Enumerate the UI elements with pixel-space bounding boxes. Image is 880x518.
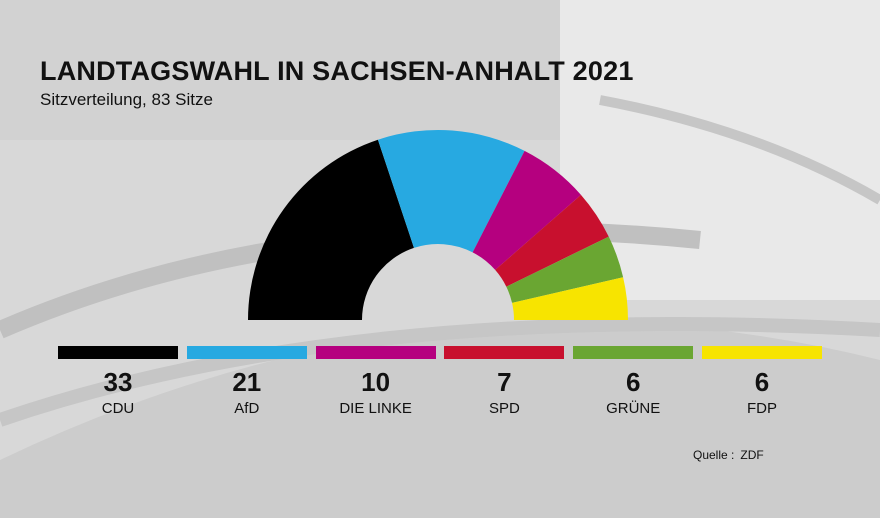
legend-label-grüne: GRÜNE xyxy=(606,400,661,417)
legend-item-cdu: 33 CDU xyxy=(58,346,178,418)
legend-item-spd: 7 SPD xyxy=(444,346,565,418)
slice-spd xyxy=(495,194,609,287)
chart-title: LANDTAGSWAHL IN SACHSEN-ANHALT 2021 xyxy=(40,56,634,86)
legend-item-fdp: 6 FDP xyxy=(702,346,822,418)
slice-grüne xyxy=(506,236,624,303)
legend-label-fdp: FDP xyxy=(747,400,777,417)
legend-seats-afd: 21 xyxy=(232,367,262,397)
source-label: Quelle : xyxy=(693,448,735,462)
legend-seats-cdu: 33 xyxy=(103,367,133,397)
slice-die-linke xyxy=(472,150,581,270)
legend-label-cdu: CDU xyxy=(101,400,135,417)
legend-swatch-afd xyxy=(186,346,307,359)
legend-swatch-grüne xyxy=(573,346,694,359)
legend-seats-spd: 7 xyxy=(497,367,512,397)
source-value: ZDF xyxy=(740,448,764,462)
legend-swatch-spd xyxy=(444,346,565,359)
legend-label-spd: SPD xyxy=(488,400,520,417)
legend-label-afd: AfD xyxy=(234,400,260,417)
legend-item-grüne: 6 GRÜNE xyxy=(573,346,694,418)
legend-item-die-linke: 10 DIE LINKE xyxy=(315,346,436,418)
legend-swatch-fdp xyxy=(702,346,822,359)
legend-seats-fdp: 6 xyxy=(754,367,770,397)
legend-label-die-linke: DIE LINKE xyxy=(339,400,412,417)
legend-swatch-cdu xyxy=(58,346,178,359)
slice-cdu xyxy=(248,139,414,320)
legend-swatch-die-linke xyxy=(315,346,436,359)
legend-item-afd: 21 AfD xyxy=(186,346,307,418)
chart-slices xyxy=(248,130,628,320)
slice-afd xyxy=(377,130,525,253)
source-note: Quelle : ZDF xyxy=(693,448,770,462)
slice-fdp xyxy=(512,277,628,320)
chart-legend: 33 CDU 21 AfD 10 DIE LINKE 7 SPD 6 GRÜNE 6 FDP xyxy=(58,346,822,418)
legend-seats-grüne: 6 xyxy=(625,367,641,397)
chart-subtitle: Sitzverteilung, 83 Sitze xyxy=(40,90,213,109)
legend-seats-die-linke: 10 xyxy=(361,367,391,397)
